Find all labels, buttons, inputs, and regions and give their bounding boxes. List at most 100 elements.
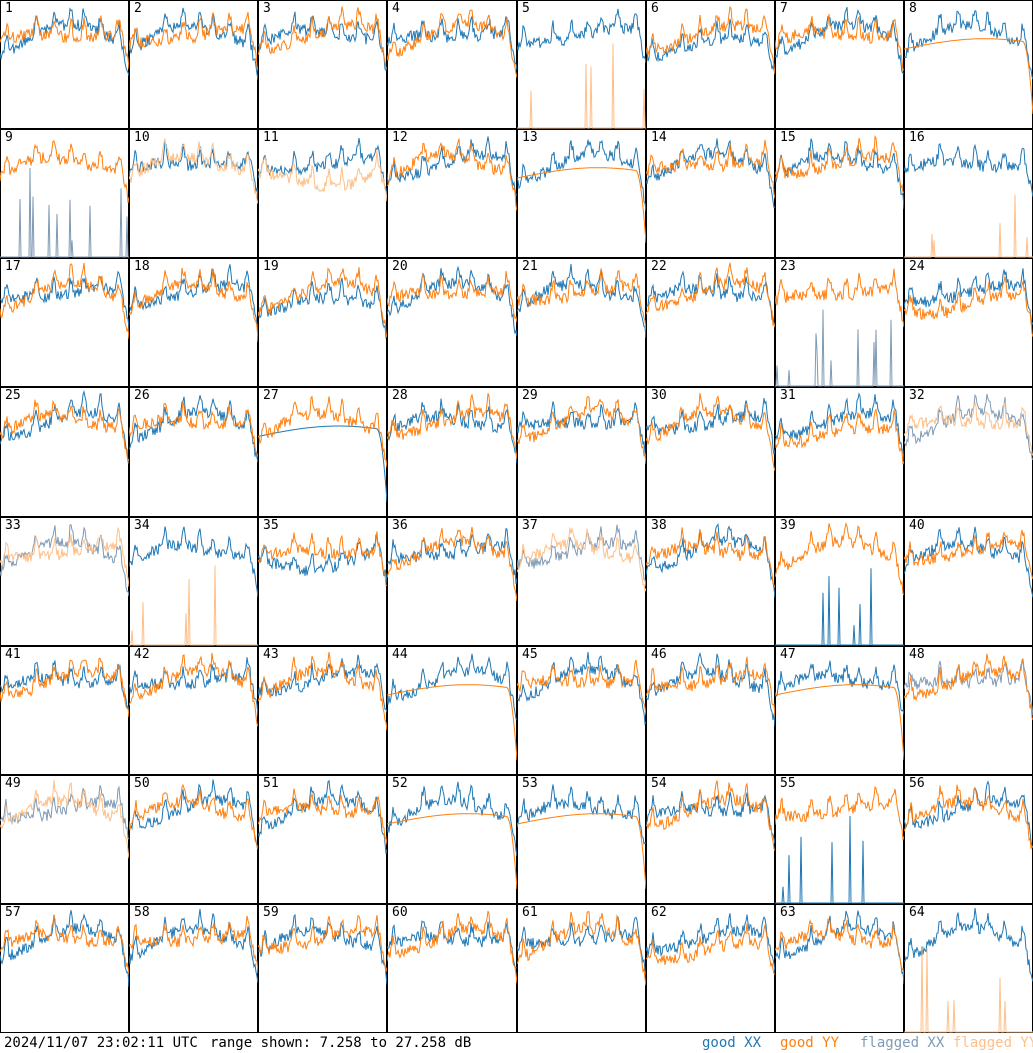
panel-frame bbox=[517, 387, 646, 517]
series-yy-line bbox=[517, 167, 646, 243]
panel-frame bbox=[129, 387, 258, 517]
panel-frame bbox=[387, 517, 517, 646]
panel-frame bbox=[387, 0, 517, 129]
antenna-panel-57: 57 bbox=[0, 904, 129, 1033]
spectrum-plot-27 bbox=[258, 387, 387, 517]
panel-frame bbox=[129, 0, 258, 129]
spectrum-plot-25 bbox=[0, 387, 129, 517]
panel-frame bbox=[904, 646, 1033, 775]
series-xx-line bbox=[775, 138, 904, 210]
series-xx-line bbox=[646, 651, 775, 727]
spectrum-plot-10 bbox=[129, 129, 258, 258]
antenna-number: 29 bbox=[522, 388, 538, 403]
panel-frame bbox=[646, 129, 775, 258]
series-yy-line bbox=[904, 38, 1033, 114]
panel-frame bbox=[0, 258, 129, 387]
spectrum-plot-1 bbox=[0, 0, 129, 129]
antenna-panel-15: 15 bbox=[775, 129, 904, 258]
panel-frame bbox=[258, 387, 387, 517]
antenna-number: 43 bbox=[263, 647, 279, 662]
antenna-panel-5: 5 bbox=[517, 0, 646, 129]
antenna-panel-47: 47 bbox=[775, 646, 904, 775]
series-xx-line bbox=[775, 660, 904, 715]
spectrum-plot-6 bbox=[646, 0, 775, 129]
antenna-panel-53: 53 bbox=[517, 775, 646, 904]
spectrum-plot-57 bbox=[0, 904, 129, 1033]
series-yy-line bbox=[646, 5, 775, 74]
series-yy-line bbox=[517, 659, 646, 716]
antenna-panel-34: 34 bbox=[129, 517, 258, 646]
antenna-panel-12: 12 bbox=[387, 129, 517, 258]
antenna-panel-20: 20 bbox=[387, 258, 517, 387]
panel-frame bbox=[904, 129, 1033, 258]
antenna-number: 59 bbox=[263, 905, 279, 920]
panel-frame bbox=[775, 646, 904, 775]
antenna-number: 42 bbox=[134, 647, 150, 662]
series-xx-line bbox=[517, 916, 646, 976]
panel-frame bbox=[0, 904, 129, 1033]
series-yy-line bbox=[258, 788, 387, 845]
panel-frame bbox=[646, 775, 775, 904]
series-xx-line bbox=[646, 913, 775, 973]
panel-frame bbox=[775, 0, 904, 129]
antenna-panel-64: 64 bbox=[904, 904, 1033, 1033]
series-yy-line bbox=[646, 780, 775, 851]
series-yy-line bbox=[129, 267, 258, 343]
legend-good-yy: good YY bbox=[780, 1035, 840, 1051]
series-xx-line bbox=[775, 309, 904, 387]
antenna-number: 14 bbox=[651, 130, 667, 145]
antenna-number: 13 bbox=[522, 130, 538, 145]
series-xx-line bbox=[646, 523, 775, 599]
spectrum-plot-11 bbox=[258, 129, 387, 258]
series-xx-line bbox=[904, 393, 1033, 461]
spectrum-plot-28 bbox=[387, 387, 517, 517]
series-xx-line bbox=[775, 392, 904, 461]
spectrum-plot-19 bbox=[258, 258, 387, 387]
panel-frame bbox=[129, 517, 258, 646]
series-yy-line bbox=[0, 780, 129, 859]
series-yy-line bbox=[904, 276, 1033, 337]
antenna-number: 49 bbox=[5, 776, 21, 791]
spectrum-plot-12 bbox=[387, 129, 517, 258]
antenna-number: 56 bbox=[909, 776, 925, 791]
panel-frame bbox=[0, 775, 129, 904]
antenna-number: 24 bbox=[909, 259, 925, 274]
panel-frame bbox=[387, 904, 517, 1033]
spectrum-plot-7 bbox=[775, 0, 904, 129]
series-yy-line bbox=[387, 526, 517, 602]
panel-frame bbox=[904, 0, 1033, 129]
spectrum-plot-49 bbox=[0, 775, 129, 904]
antenna-panel-62: 62 bbox=[646, 904, 775, 1033]
antenna-panel-61: 61 bbox=[517, 904, 646, 1033]
series-yy-line bbox=[646, 393, 775, 471]
series-xx-line bbox=[387, 14, 517, 71]
series-yy-line bbox=[775, 786, 904, 840]
antenna-panel-4: 4 bbox=[387, 0, 517, 129]
series-xx-line bbox=[387, 527, 517, 585]
series-xx-line bbox=[646, 270, 775, 327]
spectrum-plot-31 bbox=[775, 387, 904, 517]
antenna-number: 21 bbox=[522, 259, 538, 274]
spectrum-plot-35 bbox=[258, 517, 387, 646]
antenna-panel-48: 48 bbox=[904, 646, 1033, 775]
series-yy-line bbox=[775, 917, 904, 976]
spectrum-plot-39 bbox=[775, 517, 904, 646]
panel-frame bbox=[775, 517, 904, 646]
series-yy-line bbox=[904, 194, 1033, 258]
series-xx-line bbox=[129, 7, 258, 80]
series-yy-line bbox=[258, 6, 387, 69]
antenna-panel-55: 55 bbox=[775, 775, 904, 904]
series-xx-line bbox=[387, 781, 517, 857]
series-yy-line bbox=[904, 400, 1033, 456]
series-xx-line bbox=[387, 136, 517, 196]
spectrum-plot-8 bbox=[904, 0, 1033, 129]
series-yy-line bbox=[387, 393, 517, 459]
panel-frame bbox=[387, 387, 517, 517]
antenna-number: 41 bbox=[5, 647, 21, 662]
antenna-panel-54: 54 bbox=[646, 775, 775, 904]
panel-frame bbox=[387, 775, 517, 904]
antenna-panel-9: 9 bbox=[0, 129, 129, 258]
series-xx-line bbox=[517, 524, 646, 587]
antenna-number: 16 bbox=[909, 130, 925, 145]
spectrum-plot-38 bbox=[646, 517, 775, 646]
